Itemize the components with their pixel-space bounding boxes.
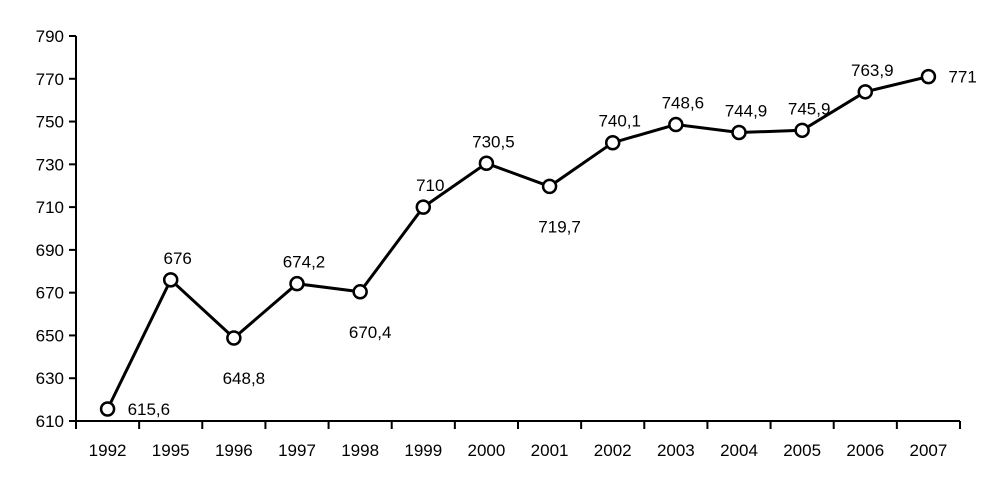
tick-labels: 610 630 650 670 690 710 730 750 770 790 1992 1995 19… [36,27,948,460]
y-tick-label: 690 [36,241,64,260]
x-tick-label: 1992 [89,441,127,460]
data-labels: 615,6 676 648,8 674,2 670,4 710 730,5 719,7 740,… [128,61,977,419]
y-tick-label: 710 [36,198,64,217]
data-point [289,275,305,292]
data-label: 771 [948,68,976,87]
x-tick-label: 2003 [657,441,695,460]
data-point [99,401,116,417]
x-tick-label: 1998 [341,441,379,460]
y-tick-label: 610 [36,412,64,431]
data-label: 676 [164,249,192,268]
data-label: 748,6 [662,94,705,113]
data-label: 670,4 [349,323,392,342]
data-point [857,84,874,100]
data-label: 719,7 [538,217,581,236]
x-tick-label: 2006 [846,441,884,460]
data-label: 763,9 [851,61,894,80]
data-label: 674,2 [283,253,326,272]
y-tick-label: 790 [36,27,64,46]
x-tick-label: 2005 [783,441,821,460]
series-line [106,75,929,410]
data-point [352,284,368,300]
x-tick-label: 2007 [910,441,948,460]
x-tick-label: 2000 [468,441,506,460]
y-tick-label: 650 [36,326,64,345]
y-tick-label: 670 [36,284,64,303]
data-label: 745,9 [788,99,831,118]
y-tick-label: 630 [36,369,64,388]
x-tick-label: 2004 [720,441,758,460]
data-label: 615,6 [128,400,171,419]
data-point [604,134,621,151]
x-tick-label: 1999 [404,441,442,460]
y-tick-label: 750 [36,113,64,132]
data-label: 710 [416,176,444,195]
data-point [668,116,684,133]
data-point [415,199,432,215]
x-tick-label: 1997 [278,441,316,460]
data-points [99,68,937,417]
x-tick-label: 2002 [594,441,632,460]
data-label: 740,1 [598,112,641,131]
data-point [920,68,937,85]
y-tick-label: 770 [36,70,64,89]
data-point [794,122,810,139]
data-label: 744,9 [725,101,768,120]
x-tick-label: 1995 [152,441,190,460]
data-point [226,330,242,346]
data-label: 648,8 [223,369,266,388]
data-point [731,124,747,141]
x-tick-label: 2001 [531,441,569,460]
data-point [478,155,495,172]
axes [69,35,961,429]
x-tick-label: 1996 [215,441,253,460]
data-point [541,178,558,195]
data-point [162,272,179,288]
data-label: 730,5 [472,132,515,151]
y-tick-label: 730 [36,155,64,174]
